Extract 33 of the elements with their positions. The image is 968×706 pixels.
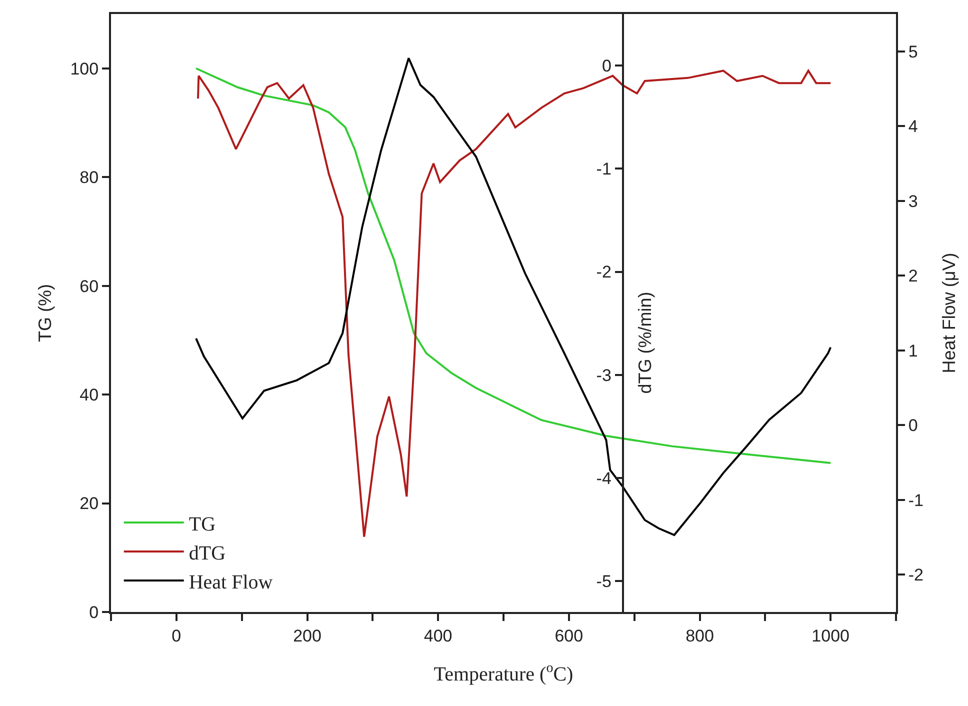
y3-tick-label: 2 — [908, 266, 918, 286]
legend-label: dTG — [188, 542, 226, 564]
y2-tick-label: 0 — [602, 56, 612, 76]
x-tick-label: 400 — [424, 626, 452, 646]
y2-tick-label: -1 — [596, 160, 612, 179]
y-tick-label: 100 — [70, 59, 99, 78]
y3-tick-label: 1 — [908, 341, 918, 360]
y3-tick-label: 4 — [908, 117, 918, 136]
y3-tick-label: -1 — [908, 490, 924, 510]
x-axis-title: Temperature ($^{o}$C) — [434, 661, 574, 686]
x-tick-label: 800 — [686, 626, 714, 646]
y2-tick-label: -5 — [596, 572, 612, 592]
legend-label: TG — [188, 513, 216, 536]
y-axis-title: TG (%) — [34, 284, 55, 342]
x-tick-label: 0 — [172, 626, 182, 646]
x-tick-label: 1000 — [812, 626, 850, 646]
y-tick-label: 40 — [80, 386, 99, 404]
y3-tick-label: 5 — [908, 42, 918, 62]
y-tick-label: 0 — [89, 602, 99, 622]
legend-label: Heat Flow — [188, 571, 274, 594]
y2-tick-label: -3 — [596, 366, 612, 385]
y-tick-label: 60 — [80, 276, 99, 296]
x-tick-label: 600 — [554, 626, 584, 646]
y3-tick-label: 0 — [908, 416, 918, 436]
y-tick-label: 20 — [80, 494, 99, 514]
y3-axis-title: Heat Flow (μV) — [939, 252, 960, 374]
y3-tick-label: 3 — [908, 192, 918, 211]
y2-tick-label: -4 — [596, 468, 612, 488]
y2-tick-label: -2 — [596, 262, 612, 282]
y2-axis-title: dTG (%/min) — [634, 292, 655, 394]
x-tick-label: 200 — [293, 626, 322, 646]
y-tick-label: 80 — [80, 168, 99, 188]
y3-tick-label: -2 — [908, 566, 924, 585]
